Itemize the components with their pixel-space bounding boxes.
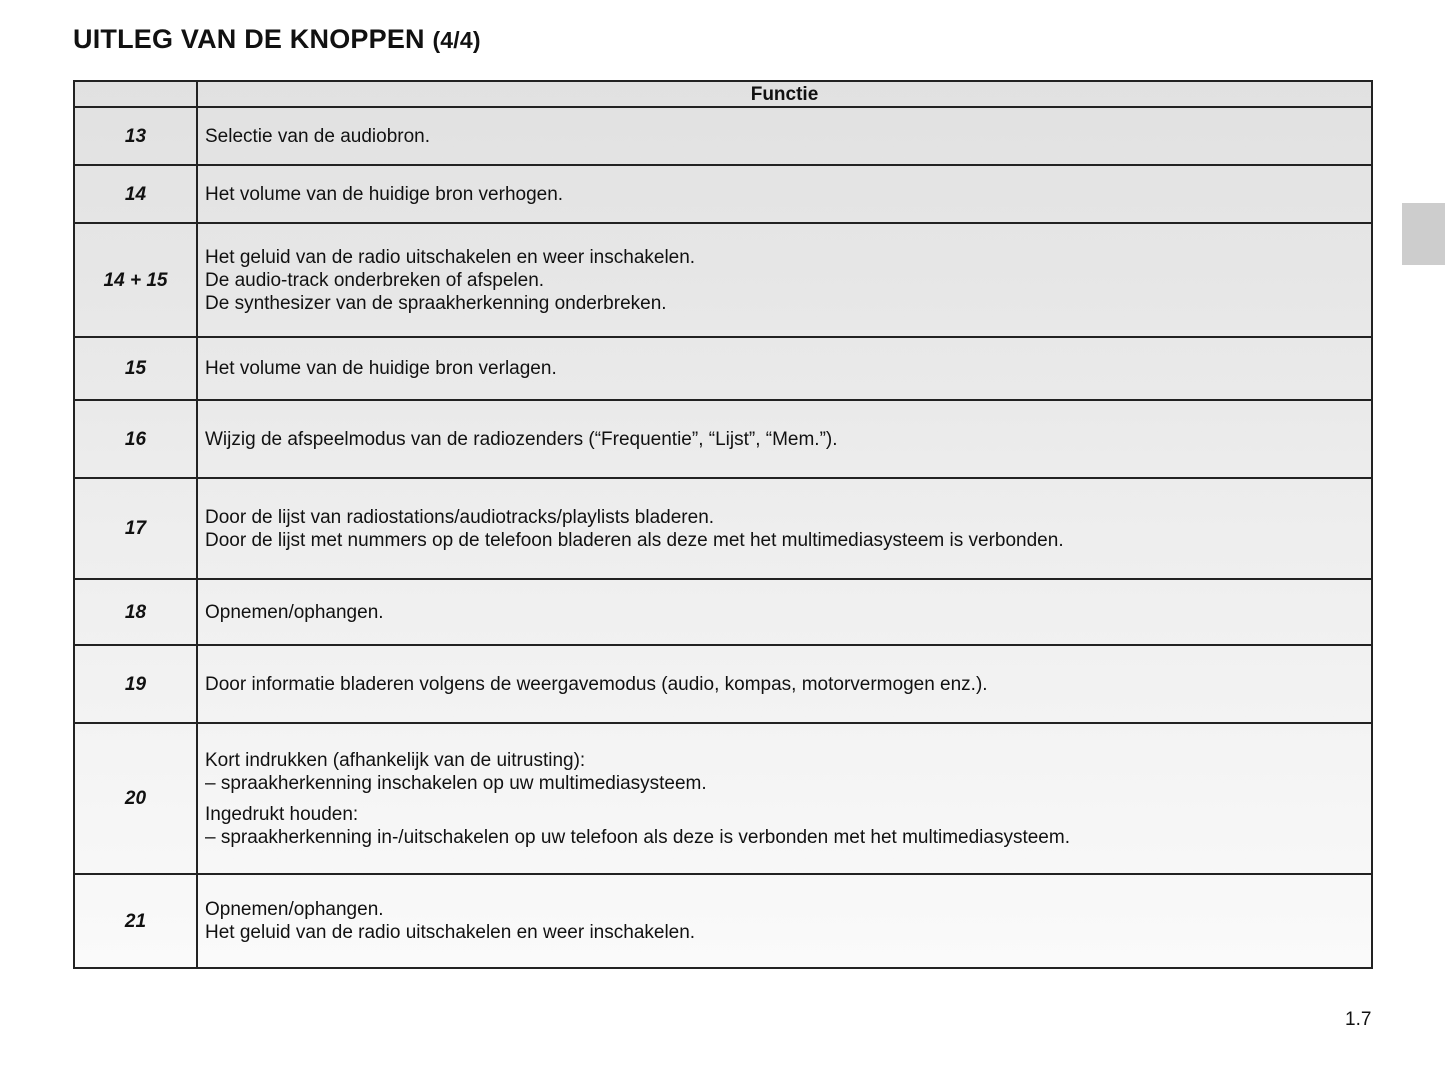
table-row: 21 Opnemen/ophangen. Het geluid van de rad…: [73, 873, 1373, 969]
table-row: 13 Selectie van de audiobron.: [73, 106, 1373, 166]
function-text: – spraakherkenning in-/uitschakelen op u…: [205, 826, 1070, 848]
page-number: 1.7: [1345, 1009, 1372, 1030]
button-number: 13: [73, 106, 198, 166]
button-number: 19: [73, 644, 198, 724]
table-row: 14 + 15 Het geluid van de radio uitschake…: [73, 222, 1373, 338]
function-cell: Kort indrukken (afhankelijk van de uitru…: [196, 722, 1373, 875]
function-text: Door de lijst met nummers op de telefoon…: [205, 529, 1064, 551]
buttons-table: Functie 13 Selectie van de audiobron. 14 He…: [73, 80, 1373, 969]
table-row: 18 Opnemen/ophangen.: [73, 578, 1373, 646]
function-text: Het volume van de huidige bron verhogen.: [205, 183, 564, 205]
button-number: 14 + 15: [73, 222, 198, 338]
button-number: 18: [73, 578, 198, 646]
table-row: 17 Door de lijst van radiostations/audiot…: [73, 477, 1373, 580]
table-row: 19 Door informatie bladeren volgens de we…: [73, 644, 1373, 724]
function-cell: Het geluid van de radio uitschakelen en …: [196, 222, 1373, 338]
function-text: Opnemen/ophangen.: [205, 601, 384, 623]
table-header-row: Functie: [73, 80, 1373, 108]
title-main: UITLEG VAN DE KNOPPEN: [73, 24, 425, 54]
function-cell: Het volume van de huidige bron verlagen.: [196, 336, 1373, 401]
function-text: Opnemen/ophangen.: [205, 899, 384, 920]
function-text: Het volume van de huidige bron verlagen.: [205, 358, 557, 379]
function-text: De synthesizer van de spraakherkenning o…: [205, 292, 667, 314]
function-text: Selectie van de audiobron.: [205, 125, 430, 147]
function-text: Door de lijst van radiostations/audiotra…: [205, 506, 715, 528]
header-number: [73, 80, 198, 108]
section-tab-marker: [1402, 203, 1445, 265]
function-text: Kort indrukken (afhankelijk van de uitru…: [205, 749, 586, 771]
function-cell: Opnemen/ophangen.: [196, 578, 1373, 646]
function-text: De audio-track onderbreken of afspelen.: [205, 269, 545, 291]
button-number: 17: [73, 477, 198, 580]
button-number: 16: [73, 399, 198, 479]
table-row: 16 Wijzig de afspeelmodus van de radiozen…: [73, 399, 1373, 479]
button-number: 14: [73, 164, 198, 224]
title-sub: (4/4): [432, 27, 481, 53]
header-function: Functie: [196, 80, 1373, 108]
table-row: 15 Het volume van de huidige bron verlage…: [73, 336, 1373, 401]
function-cell: Door informatie bladeren volgens de weer…: [196, 644, 1373, 724]
function-text: Door informatie bladeren volgens de weer…: [205, 673, 988, 695]
function-text: Wijzig de afspeelmodus van de radiozende…: [205, 428, 838, 450]
function-cell: Wijzig de afspeelmodus van de radiozende…: [196, 399, 1373, 479]
button-number: 15: [73, 336, 198, 401]
function-text: Ingedrukt houden:: [205, 803, 359, 825]
function-text: Het geluid van de radio uitschakelen en …: [205, 246, 696, 268]
function-text: Het geluid van de radio uitschakelen en …: [205, 922, 696, 943]
function-cell: Opnemen/ophangen. Het geluid van de radio…: [196, 873, 1373, 969]
table-row: 20 Kort indrukken (afhankelijk van de uit…: [73, 722, 1373, 875]
function-cell: Het volume van de huidige bron verhogen.: [196, 164, 1373, 224]
function-text: – spraakherkenning inschakelen op uw mul…: [205, 772, 707, 794]
button-number: 21: [73, 873, 198, 969]
button-number: 20: [73, 722, 198, 875]
page-title: UITLEG VAN DE KNOPPEN (4/4): [73, 24, 481, 55]
function-cell: Selectie van de audiobron.: [196, 106, 1373, 166]
function-cell: Door de lijst van radiostations/audiotra…: [196, 477, 1373, 580]
table-row: 14 Het volume van de huidige bron verhoge…: [73, 164, 1373, 224]
